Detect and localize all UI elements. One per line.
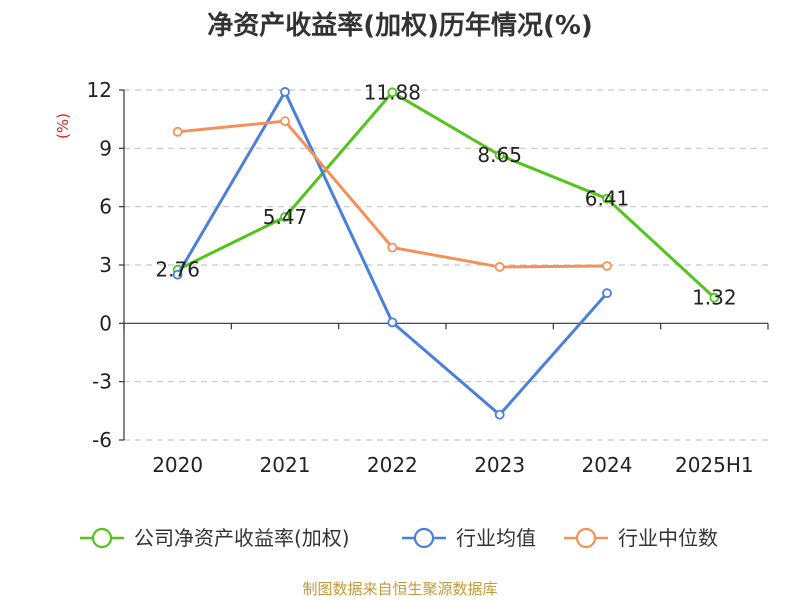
y-tick-label: 3: [99, 253, 112, 277]
source-note: 制图数据来自恒生聚源数据库: [302, 580, 497, 598]
x-tick-label: 2024: [582, 453, 633, 477]
legend-label: 行业中位数: [618, 526, 718, 550]
legend-label: 公司净资产收益率(加权): [134, 526, 350, 550]
data-point: [387, 242, 398, 253]
y-tick-label: 0: [99, 311, 112, 335]
y-axis-unit: (%): [54, 113, 72, 139]
chart-title: 净资产收益率(加权)历年情况(%): [207, 10, 593, 41]
data-label: 8.65: [477, 143, 522, 167]
legend-marker: [91, 527, 113, 549]
y-tick-label: 12: [87, 78, 112, 102]
x-tick-label: 2020: [152, 453, 203, 477]
x-tick-label: 2022: [367, 453, 418, 477]
y-tick-label: -3: [92, 370, 112, 394]
grid-lines: [124, 89, 768, 441]
legend-marker: [413, 527, 435, 549]
data-label: 5.47: [263, 205, 308, 229]
data-label: 2.76: [155, 258, 200, 282]
data-point: [494, 262, 505, 272]
data-point: [387, 317, 398, 328]
series-line: [176, 90, 609, 417]
data-point: [602, 193, 612, 204]
data-point: [387, 87, 398, 98]
y-tick-label: 9: [99, 136, 112, 160]
data-label: 11.88: [364, 80, 421, 104]
data-point: [172, 126, 183, 137]
data-point: [280, 116, 290, 127]
data-point: [494, 409, 505, 420]
x-tick-label: 2021: [260, 453, 311, 477]
data-point: [709, 292, 720, 303]
data-point: [172, 269, 183, 280]
data-point: [602, 261, 612, 271]
data-label: 6.41: [585, 187, 630, 211]
data-point: [494, 150, 505, 161]
legend-label: 行业均值: [456, 526, 536, 550]
x-tick-label: 2025H1: [675, 453, 754, 477]
legend-marker: [575, 527, 597, 549]
x-tick-label: 2023: [474, 453, 525, 477]
data-point: [602, 288, 612, 299]
data-point: [280, 212, 290, 222]
data-point: [280, 87, 290, 97]
data-label: 1.32: [692, 286, 737, 310]
data-labels: 2.76 5.47 11.88 8.65 6.41 1.32: [155, 80, 736, 309]
legend: 公司净资产收益率(加权) 行业均值 行业中位数: [80, 526, 718, 550]
axes: -6 -3 0 3 6 9 12 2020 2021 2022 2023 2024 2025H1: [87, 78, 769, 477]
series-line: [177, 90, 716, 299]
y-tick-label: -6: [92, 428, 112, 452]
series-lines: [172, 87, 720, 420]
y-tick-label: 6: [99, 195, 112, 219]
